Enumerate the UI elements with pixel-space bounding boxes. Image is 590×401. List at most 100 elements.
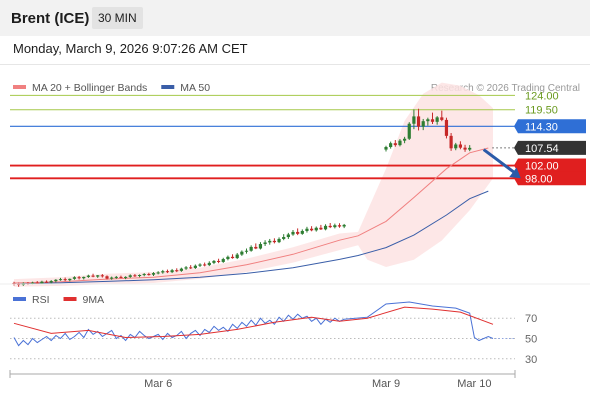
candle-body [403, 138, 407, 141]
time-axis-label: Mar 9 [372, 378, 400, 390]
candle-body [77, 277, 81, 279]
candle-body [444, 119, 449, 136]
timeframe-button[interactable]: 30 MIN [92, 7, 143, 29]
candle-body [86, 275, 90, 277]
candle-body [421, 121, 425, 127]
rsi-level-label: 30 [525, 354, 537, 366]
candle-body [286, 234, 290, 238]
candle-body [114, 276, 118, 278]
candle-body [12, 282, 16, 284]
candle-body [221, 259, 225, 262]
candle-body [463, 147, 467, 150]
candle-body [105, 276, 109, 279]
candle-body [189, 267, 193, 269]
candle-body [119, 276, 123, 278]
candle-body [193, 265, 197, 268]
candle-body [72, 277, 77, 279]
candle-body [142, 274, 146, 276]
candle-body [449, 135, 453, 149]
candle-body [244, 250, 249, 252]
ma20-line [13, 147, 489, 284]
rsi-legend-swatch [63, 297, 77, 301]
candle-body [268, 240, 272, 243]
candle-body [235, 254, 239, 259]
candle-body [319, 227, 323, 230]
credit-text: Research © 2026 Trading Central [431, 83, 580, 94]
candle-body [82, 276, 86, 279]
candle-body [254, 246, 258, 249]
candle-body [156, 272, 160, 274]
candle-body [212, 260, 216, 263]
candle-body [300, 230, 304, 234]
candle-body [230, 256, 235, 259]
candle-body [100, 275, 104, 277]
candle-body [398, 140, 402, 146]
candle-body [203, 264, 207, 266]
rsi-line [13, 301, 494, 347]
candle-body [296, 231, 300, 234]
candle-body [454, 144, 458, 149]
candle-body [430, 119, 435, 122]
candle-body [217, 260, 221, 262]
candle-body [249, 246, 253, 251]
candle-body [389, 143, 393, 148]
support-tag [514, 158, 586, 173]
candle-body [198, 264, 202, 266]
candle-body [68, 278, 72, 281]
candle-body [133, 275, 137, 277]
candle-body [226, 256, 230, 260]
header: Brent (ICE) 30 MIN [0, 0, 590, 36]
candle-body [63, 279, 67, 281]
candle-body [40, 281, 44, 284]
legend-label: MA 20 + Bollinger Bands [32, 82, 147, 94]
candle-body [435, 117, 439, 122]
timestamp: Monday, March 9, 2026 9:07:26 AM CET [13, 41, 248, 56]
candle-body [291, 231, 295, 235]
support-tag [514, 171, 586, 186]
candle-body [323, 225, 328, 230]
rsi-legend-label: RSI [32, 294, 50, 306]
candle-body [147, 274, 151, 276]
candle-body [272, 240, 276, 243]
candle-body [328, 225, 332, 228]
candle-body [110, 277, 114, 279]
candle-body [207, 262, 211, 266]
rsi-ma-line [13, 306, 494, 339]
chart-svg: MA 20 + Bollinger Bands MA 50 Research © 2… [0, 82, 590, 390]
candle-body [314, 227, 318, 231]
candle-body [407, 123, 411, 139]
candle-body [124, 276, 128, 278]
candle-body [49, 281, 53, 283]
candle-body [440, 117, 444, 120]
candle-body [342, 224, 346, 227]
candle-body [170, 270, 174, 273]
rsi-level-label: 50 [525, 334, 537, 346]
candle-body [468, 147, 472, 150]
resistance-label: 119.50 [525, 105, 558, 117]
candle-body [128, 275, 132, 277]
rsi-legend-label: 9MA [83, 294, 105, 306]
forecast-arrow-head [509, 167, 521, 179]
bollinger-band [14, 82, 493, 287]
legend-swatch [161, 85, 175, 89]
candle-body [151, 273, 156, 275]
candle-body [184, 267, 188, 269]
instrument-title: Brent (ICE) [11, 10, 90, 27]
candle-body [165, 271, 170, 273]
time-axis-label: Mar 6 [144, 378, 172, 390]
candle-body [393, 143, 397, 146]
candle-body [310, 228, 314, 231]
candle-body [31, 282, 35, 284]
candle-body [305, 228, 309, 231]
forecast-arrow-shaft [482, 148, 518, 176]
candle-body [416, 116, 421, 127]
pivot-label: 114.30 [525, 121, 558, 133]
candle-body [263, 242, 267, 245]
rsi-level-label: 70 [525, 313, 537, 325]
candle-body [240, 251, 244, 255]
candle-body [91, 275, 95, 277]
candle-body [137, 275, 142, 277]
candle-body [384, 147, 388, 150]
candle-body [54, 279, 58, 282]
candle-body [58, 279, 63, 281]
